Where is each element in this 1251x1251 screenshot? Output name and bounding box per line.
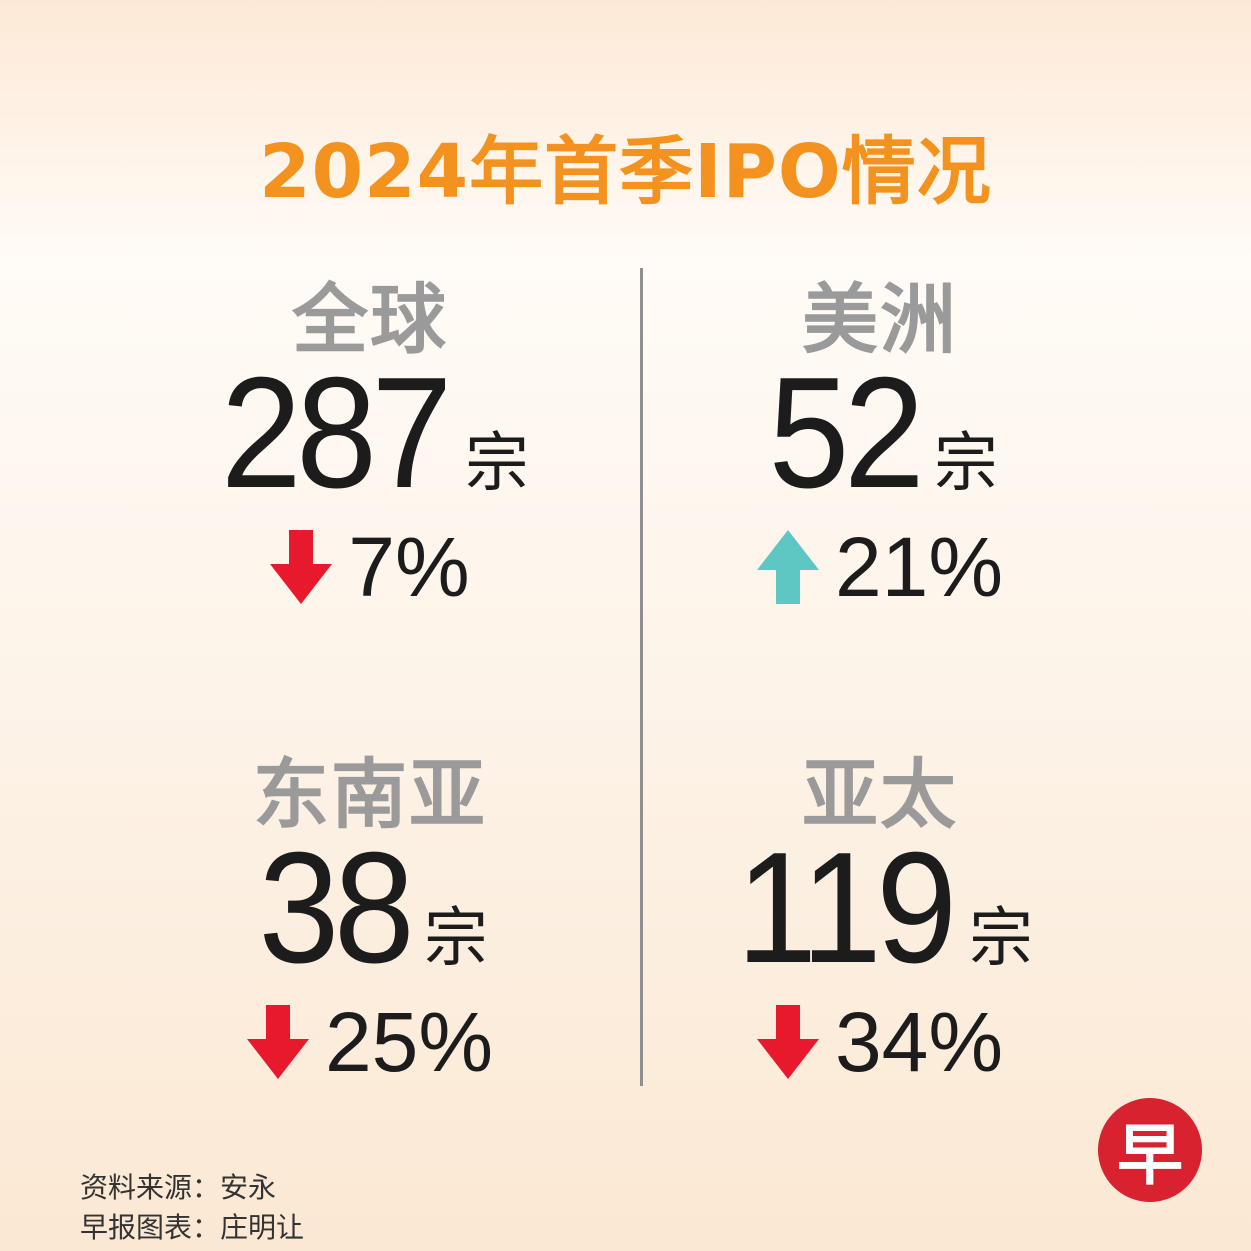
change-row: 7% [90, 522, 650, 612]
zaobao-logo: 早 [1098, 1098, 1202, 1202]
count-row: 38 宗 [90, 820, 650, 996]
unit-label: 宗 [423, 902, 488, 976]
count-row: 287 宗 [90, 345, 650, 521]
change-row: 25% [90, 997, 650, 1087]
region-label: 全球 [292, 275, 448, 364]
region-label: 东南亚 [253, 750, 487, 839]
change-percent: 25% [324, 995, 494, 1089]
page-title: 2024年首季IPO情况 [259, 129, 992, 215]
region-label: 亚太 [802, 750, 958, 839]
vertical-divider [640, 268, 643, 1086]
change-row: 21% [600, 522, 1160, 612]
stat-asia-pacific: 亚太 119 宗 34% [600, 757, 1160, 1087]
unit-label: 宗 [464, 427, 529, 501]
stat-americas: 美洲 52 宗 21% [600, 282, 1160, 612]
ipo-count: 52 [768, 345, 925, 521]
change-percent: 21% [834, 520, 1004, 614]
ipo-count: 38 [258, 820, 415, 996]
ipo-count: 287 [221, 345, 452, 521]
unit-label: 宗 [933, 427, 998, 501]
count-row: 52 宗 [600, 345, 1160, 521]
ipo-count: 119 [736, 820, 957, 996]
source-line: 资料来源：安永 [80, 1171, 277, 1204]
arrow-down-icon [246, 1005, 309, 1079]
change-row: 34% [600, 997, 1160, 1087]
arrow-down-icon [270, 530, 333, 604]
stat-global: 全球 287 宗 7% [90, 282, 650, 612]
source-credit: 资料来源：安永 早报图表：庄明让 [80, 1168, 304, 1248]
region-label: 美洲 [802, 275, 958, 364]
arrow-down-icon [756, 1005, 819, 1079]
unit-label: 宗 [968, 902, 1033, 976]
change-percent: 7% [348, 520, 470, 614]
stat-southeast-asia: 东南亚 38 宗 25% [90, 757, 650, 1087]
credit-line: 早报图表：庄明让 [80, 1211, 305, 1244]
count-row: 119 宗 [600, 820, 1160, 996]
change-percent: 34% [834, 995, 1004, 1089]
arrow-up-icon [756, 530, 819, 604]
